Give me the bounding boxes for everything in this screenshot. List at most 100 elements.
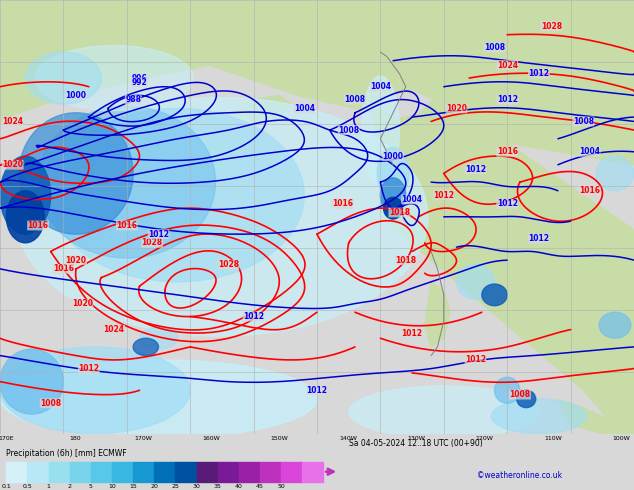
Text: 1012: 1012	[496, 199, 518, 208]
Text: 2: 2	[68, 484, 72, 490]
Ellipse shape	[0, 347, 190, 434]
Polygon shape	[228, 96, 292, 122]
Text: 1012: 1012	[401, 329, 423, 339]
Text: 988: 988	[125, 95, 141, 104]
Text: 1004: 1004	[294, 104, 315, 113]
Text: 1012: 1012	[243, 312, 264, 321]
Bar	[239, 462, 260, 482]
Text: 1024: 1024	[103, 325, 125, 334]
Ellipse shape	[596, 156, 634, 191]
Text: 1012: 1012	[148, 230, 169, 239]
Text: 180: 180	[69, 437, 81, 441]
Ellipse shape	[517, 390, 536, 408]
Text: 1008: 1008	[509, 390, 531, 399]
Text: 1012: 1012	[433, 191, 455, 199]
Polygon shape	[558, 399, 634, 434]
Ellipse shape	[349, 386, 539, 438]
Text: 170W: 170W	[134, 437, 152, 441]
Text: 1016: 1016	[332, 199, 353, 208]
Bar	[281, 462, 302, 482]
Ellipse shape	[384, 197, 403, 219]
Text: 1016: 1016	[579, 186, 600, 196]
Text: Precipitation (6h) [mm] ECMWF: Precipitation (6h) [mm] ECMWF	[6, 449, 127, 459]
Text: 50: 50	[277, 484, 285, 490]
Text: 160W: 160W	[202, 437, 220, 441]
Text: 1004: 1004	[370, 82, 391, 91]
Text: 1004: 1004	[401, 195, 423, 204]
Text: 0.1: 0.1	[1, 484, 11, 490]
Text: 1028: 1028	[217, 260, 239, 269]
Text: 1008: 1008	[344, 95, 366, 104]
Text: 1000: 1000	[382, 151, 404, 161]
Text: 130W: 130W	[408, 437, 425, 441]
Text: 120W: 120W	[476, 437, 494, 441]
Text: 1016: 1016	[496, 147, 518, 156]
Text: 1000: 1000	[65, 91, 87, 100]
Text: 1012: 1012	[465, 165, 486, 173]
Text: 1028: 1028	[141, 238, 163, 247]
Bar	[302, 462, 323, 482]
Polygon shape	[178, 139, 241, 173]
Text: 1: 1	[47, 484, 51, 490]
Text: 1012: 1012	[528, 234, 550, 243]
Text: 40: 40	[235, 484, 243, 490]
Ellipse shape	[6, 191, 44, 243]
Ellipse shape	[139, 327, 178, 349]
Text: 1008: 1008	[338, 125, 359, 135]
Text: 150W: 150W	[271, 437, 288, 441]
Ellipse shape	[38, 106, 216, 258]
Text: 110W: 110W	[544, 437, 562, 441]
Text: 1020: 1020	[72, 299, 93, 308]
Text: 0.5: 0.5	[23, 484, 32, 490]
Ellipse shape	[0, 349, 63, 414]
Text: 1012: 1012	[465, 355, 486, 365]
Bar	[197, 462, 217, 482]
Bar	[91, 462, 112, 482]
Text: 1008: 1008	[573, 117, 594, 126]
Text: 10: 10	[108, 484, 116, 490]
Ellipse shape	[361, 76, 399, 184]
Text: 1018: 1018	[395, 256, 417, 265]
Bar	[154, 462, 176, 482]
Text: 1024: 1024	[2, 117, 23, 126]
Ellipse shape	[456, 265, 495, 299]
Bar	[27, 462, 49, 482]
Text: 45: 45	[256, 484, 264, 490]
Text: 100W: 100W	[612, 437, 630, 441]
Bar	[176, 462, 197, 482]
Ellipse shape	[491, 399, 586, 434]
Text: 1004: 1004	[579, 147, 600, 156]
Bar	[70, 462, 91, 482]
Text: 1016: 1016	[53, 265, 74, 273]
Text: 1008: 1008	[484, 43, 505, 52]
Ellipse shape	[133, 338, 158, 356]
Ellipse shape	[35, 46, 193, 111]
Text: Sa 04-05-2024 12..18 UTC (00+90): Sa 04-05-2024 12..18 UTC (00+90)	[349, 439, 482, 448]
Ellipse shape	[495, 377, 520, 403]
Text: 1018: 1018	[389, 208, 410, 217]
Polygon shape	[368, 22, 634, 434]
Text: 1028: 1028	[541, 22, 562, 30]
Text: 1012: 1012	[496, 95, 518, 104]
Bar	[112, 462, 133, 482]
Text: 1016: 1016	[27, 221, 49, 230]
Text: 30: 30	[193, 484, 200, 490]
Bar	[6, 462, 27, 482]
Text: 140W: 140W	[339, 437, 357, 441]
Ellipse shape	[380, 178, 406, 213]
Text: 170E: 170E	[0, 437, 14, 441]
Text: 1020: 1020	[2, 160, 23, 169]
Bar	[133, 462, 154, 482]
Ellipse shape	[25, 52, 101, 104]
Polygon shape	[425, 282, 450, 347]
Polygon shape	[380, 91, 431, 117]
Bar	[49, 462, 70, 482]
Ellipse shape	[599, 312, 631, 338]
Text: 1012: 1012	[306, 386, 328, 395]
Text: 20: 20	[150, 484, 158, 490]
Text: 1020: 1020	[65, 256, 87, 265]
Ellipse shape	[482, 284, 507, 306]
Text: 15: 15	[129, 484, 137, 490]
Text: 5: 5	[89, 484, 93, 490]
Text: 1012: 1012	[78, 364, 100, 373]
